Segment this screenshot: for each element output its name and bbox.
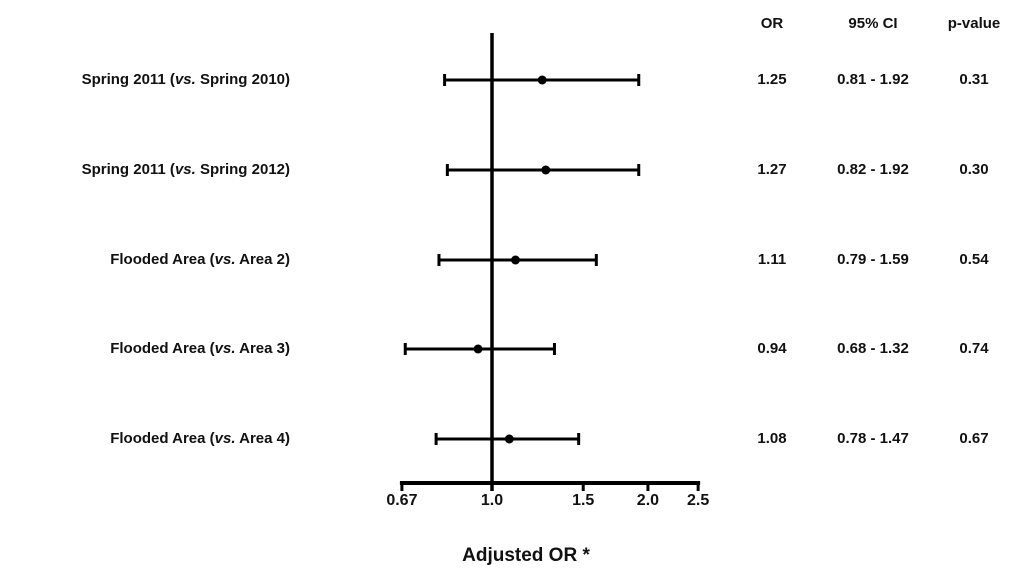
x-axis-tick-label: 2.0 [636,492,660,509]
column-header-or: OR [760,15,784,32]
row-label: Spring 2011 (vs. Spring 2012) [81,161,290,178]
ci-value: 0.81 - 1.92 [837,71,909,88]
or-point-marker [537,75,547,85]
ci-value: 0.68 - 1.32 [837,340,909,357]
or-point-marker [473,344,483,354]
or-value: 1.08 [757,430,787,447]
ci-value: 0.79 - 1.59 [837,251,909,268]
or-point-marker [504,434,514,444]
row-label: Flooded Area (vs. Area 2) [110,251,290,268]
p-value: 0.74 [959,340,989,357]
p-value: 0.30 [959,161,989,178]
or-value: 1.11 [757,251,787,268]
p-value: 0.31 [959,71,989,88]
p-value: 0.67 [959,430,989,447]
column-header-pvalue: p-value [947,15,1001,32]
or-value: 1.25 [757,71,787,88]
x-axis-tick-label: 1.0 [480,492,504,509]
or-point-marker [541,165,551,175]
ci-value: 0.82 - 1.92 [837,161,909,178]
row-label: Flooded Area (vs. Area 4) [110,430,290,447]
x-axis-tick-label: 1.5 [572,492,595,509]
x-axis-label: Adjusted OR * [462,545,590,566]
x-axis-tick-label: 0.67 [386,492,418,509]
column-header-ci: 95% CI [848,15,898,32]
row-label: Flooded Area (vs. Area 3) [110,340,290,357]
or-value: 0.94 [757,340,787,357]
or-point-marker [510,255,520,265]
or-value: 1.27 [757,161,787,178]
ci-value: 0.78 - 1.47 [837,430,909,447]
p-value: 0.54 [959,251,989,268]
row-label: Spring 2011 (vs. Spring 2010) [81,71,290,88]
x-axis-tick-label: 2.5 [687,492,710,509]
